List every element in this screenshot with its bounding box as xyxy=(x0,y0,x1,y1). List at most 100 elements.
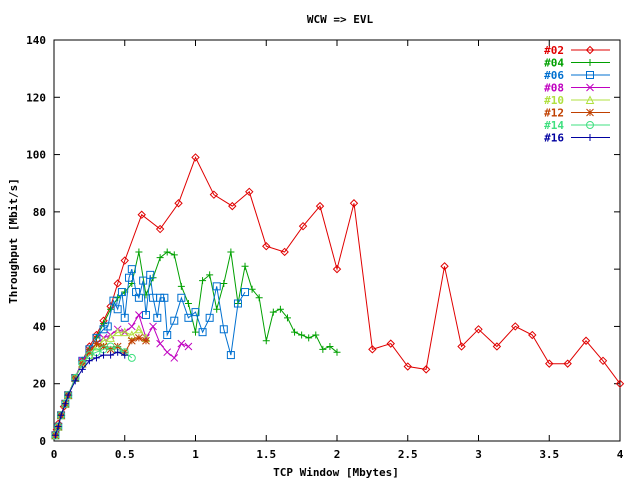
x-tick-label: 1.5 xyxy=(256,448,276,461)
data-point xyxy=(103,322,112,331)
legend-label: #02 xyxy=(544,44,564,57)
data-point xyxy=(92,354,100,362)
data-point xyxy=(139,276,148,285)
series-02 xyxy=(51,153,625,440)
data-point xyxy=(64,391,72,399)
legend-marker xyxy=(585,45,595,55)
data-point xyxy=(199,277,207,285)
data-point xyxy=(170,251,178,259)
data-point xyxy=(198,328,207,337)
data-point xyxy=(241,262,249,270)
data-point xyxy=(85,357,93,365)
data-point xyxy=(191,308,200,317)
data-point xyxy=(276,305,284,313)
data-point xyxy=(113,279,122,288)
y-tick-label: 100 xyxy=(26,149,46,162)
data-point xyxy=(421,365,431,374)
series-layer xyxy=(51,153,625,440)
data-point xyxy=(174,199,183,208)
y-tick-label: 60 xyxy=(33,263,46,276)
data-point xyxy=(134,293,143,302)
data-point xyxy=(127,322,136,331)
data-point xyxy=(137,210,146,219)
data-point xyxy=(563,359,572,368)
legend-item: #12 xyxy=(544,107,610,120)
legend-label: #12 xyxy=(544,107,564,120)
legend-marker xyxy=(586,134,594,141)
chart-title: WCW => EVL xyxy=(307,13,374,26)
data-point xyxy=(511,322,520,331)
data-point xyxy=(113,305,122,314)
legend-marker xyxy=(585,95,595,104)
data-point xyxy=(269,308,277,316)
data-point xyxy=(209,190,219,199)
y-tick-label: 80 xyxy=(33,206,46,219)
y-tick-label: 20 xyxy=(33,378,46,391)
data-point xyxy=(146,270,155,279)
legend-marker xyxy=(586,59,594,66)
y-tick-label: 140 xyxy=(26,34,46,47)
x-tick-label: 2.5 xyxy=(398,448,418,461)
data-point xyxy=(120,327,130,337)
data-point xyxy=(61,400,69,408)
data-point xyxy=(71,377,79,385)
data-point xyxy=(205,313,214,322)
data-point xyxy=(155,224,165,234)
series-14 xyxy=(51,342,136,440)
data-point xyxy=(386,339,395,348)
legend: #02#04#06#08#10#12#14#16 xyxy=(544,44,610,145)
data-point xyxy=(113,342,122,351)
x-tick-label: 2 xyxy=(334,448,341,461)
data-point xyxy=(177,282,185,290)
data-point xyxy=(312,331,320,339)
y-tick-label: 40 xyxy=(33,320,46,333)
data-point xyxy=(305,334,313,342)
x-tick-label: 4 xyxy=(617,448,624,461)
data-point xyxy=(156,293,165,302)
data-point xyxy=(184,300,192,308)
data-point xyxy=(141,310,150,319)
data-point xyxy=(127,336,136,345)
data-point xyxy=(255,294,263,302)
data-point xyxy=(156,339,164,348)
data-point xyxy=(368,345,377,354)
legend-item: #02 xyxy=(544,44,610,57)
data-point xyxy=(291,328,299,336)
data-point xyxy=(106,342,115,351)
data-point xyxy=(78,365,86,373)
data-point xyxy=(528,330,537,340)
legend-label: #10 xyxy=(544,94,564,107)
data-point xyxy=(262,337,270,345)
data-point xyxy=(163,348,172,357)
x-tick-label: 0 xyxy=(51,448,58,461)
x-tick-label: 3.5 xyxy=(539,448,559,461)
data-point xyxy=(85,348,94,357)
data-point xyxy=(149,322,157,331)
data-point xyxy=(219,325,228,334)
data-point xyxy=(99,325,108,334)
legend-item: #06 xyxy=(544,69,610,82)
data-point xyxy=(332,264,342,274)
data-point xyxy=(114,348,122,356)
data-point xyxy=(135,248,143,256)
data-point xyxy=(117,288,126,297)
data-point xyxy=(474,325,483,334)
data-point xyxy=(315,201,325,211)
data-point xyxy=(177,293,186,302)
data-point xyxy=(113,327,122,337)
data-point xyxy=(227,248,235,256)
data-point xyxy=(106,333,115,342)
data-point xyxy=(121,351,129,359)
series-line xyxy=(54,345,133,436)
legend-label: #08 xyxy=(544,82,564,95)
y-tick-label: 0 xyxy=(39,435,46,448)
data-point xyxy=(57,411,65,419)
data-point xyxy=(403,362,412,371)
data-point xyxy=(163,248,171,256)
series-10 xyxy=(51,324,151,440)
data-point xyxy=(92,339,101,348)
legend-label: #14 xyxy=(544,119,564,132)
data-point xyxy=(326,342,334,350)
